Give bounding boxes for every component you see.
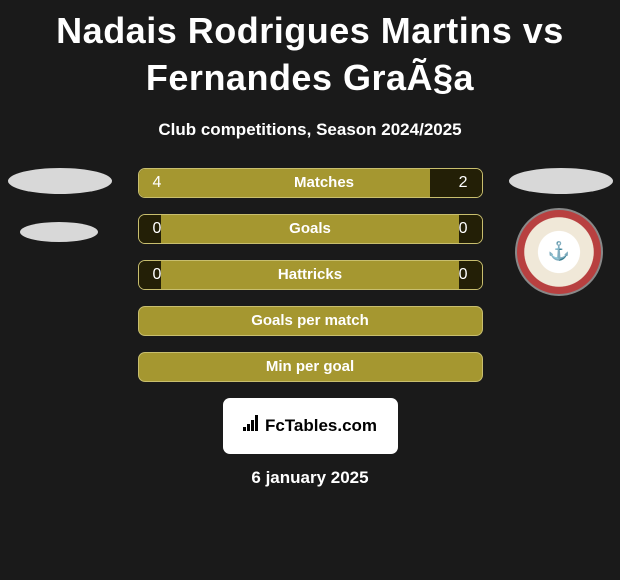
player-placeholder-left-2 (20, 222, 98, 242)
infographic-container: Nadais Rodrigues Martins vs Fernandes Gr… (0, 0, 620, 496)
val-text: 0 (153, 220, 162, 238)
anchor-icon: ⚓ (548, 241, 570, 262)
stat-goals-right-val: 0 (459, 215, 482, 243)
club-badge: ⚓ (515, 208, 603, 296)
stats-area: ⚓ 4 Matches 2 0 Goals 0 0 Hattricks 0 Go… (0, 168, 620, 382)
val-text: 2 (459, 174, 468, 192)
stat-matches-left-val: 4 (139, 169, 219, 197)
stat-goals-left-val: 0 (139, 215, 162, 243)
stat-matches-right-val: 2 (430, 169, 482, 197)
stat-matches-label: Matches (219, 169, 430, 197)
stat-row-matches: 4 Matches 2 (138, 168, 483, 198)
club-badge-inner: ⚓ (541, 234, 577, 270)
stat-row-goals: 0 Goals 0 (138, 214, 483, 244)
val-text: 0 (459, 220, 468, 238)
stat-hat-right-val: 0 (459, 261, 482, 289)
player-placeholder-right-1 (509, 168, 613, 194)
stat-mpg-label: Min per goal (139, 353, 482, 381)
stat-row-hattricks: 0 Hattricks 0 (138, 260, 483, 290)
stat-rows: 4 Matches 2 0 Goals 0 0 Hattricks 0 Goal… (138, 168, 483, 382)
stat-row-mpg: Min per goal (138, 352, 483, 382)
stat-row-gpm: Goals per match (138, 306, 483, 336)
brand-text: FcTables.com (265, 416, 377, 436)
stat-goals-label: Goals (161, 215, 458, 243)
signal-bars-icon (243, 415, 261, 436)
val-text: 4 (153, 174, 162, 192)
brand-box: FcTables.com (223, 398, 398, 454)
val-text: 0 (459, 266, 468, 284)
date-text: 6 january 2025 (0, 468, 620, 488)
subtitle: Club competitions, Season 2024/2025 (0, 120, 620, 140)
player-placeholder-left-1 (8, 168, 112, 194)
page-title: Nadais Rodrigues Martins vs Fernandes Gr… (0, 8, 620, 102)
stat-hat-label: Hattricks (161, 261, 458, 289)
stat-gpm-label: Goals per match (139, 307, 482, 335)
stat-hat-left-val: 0 (139, 261, 162, 289)
val-text: 0 (153, 266, 162, 284)
